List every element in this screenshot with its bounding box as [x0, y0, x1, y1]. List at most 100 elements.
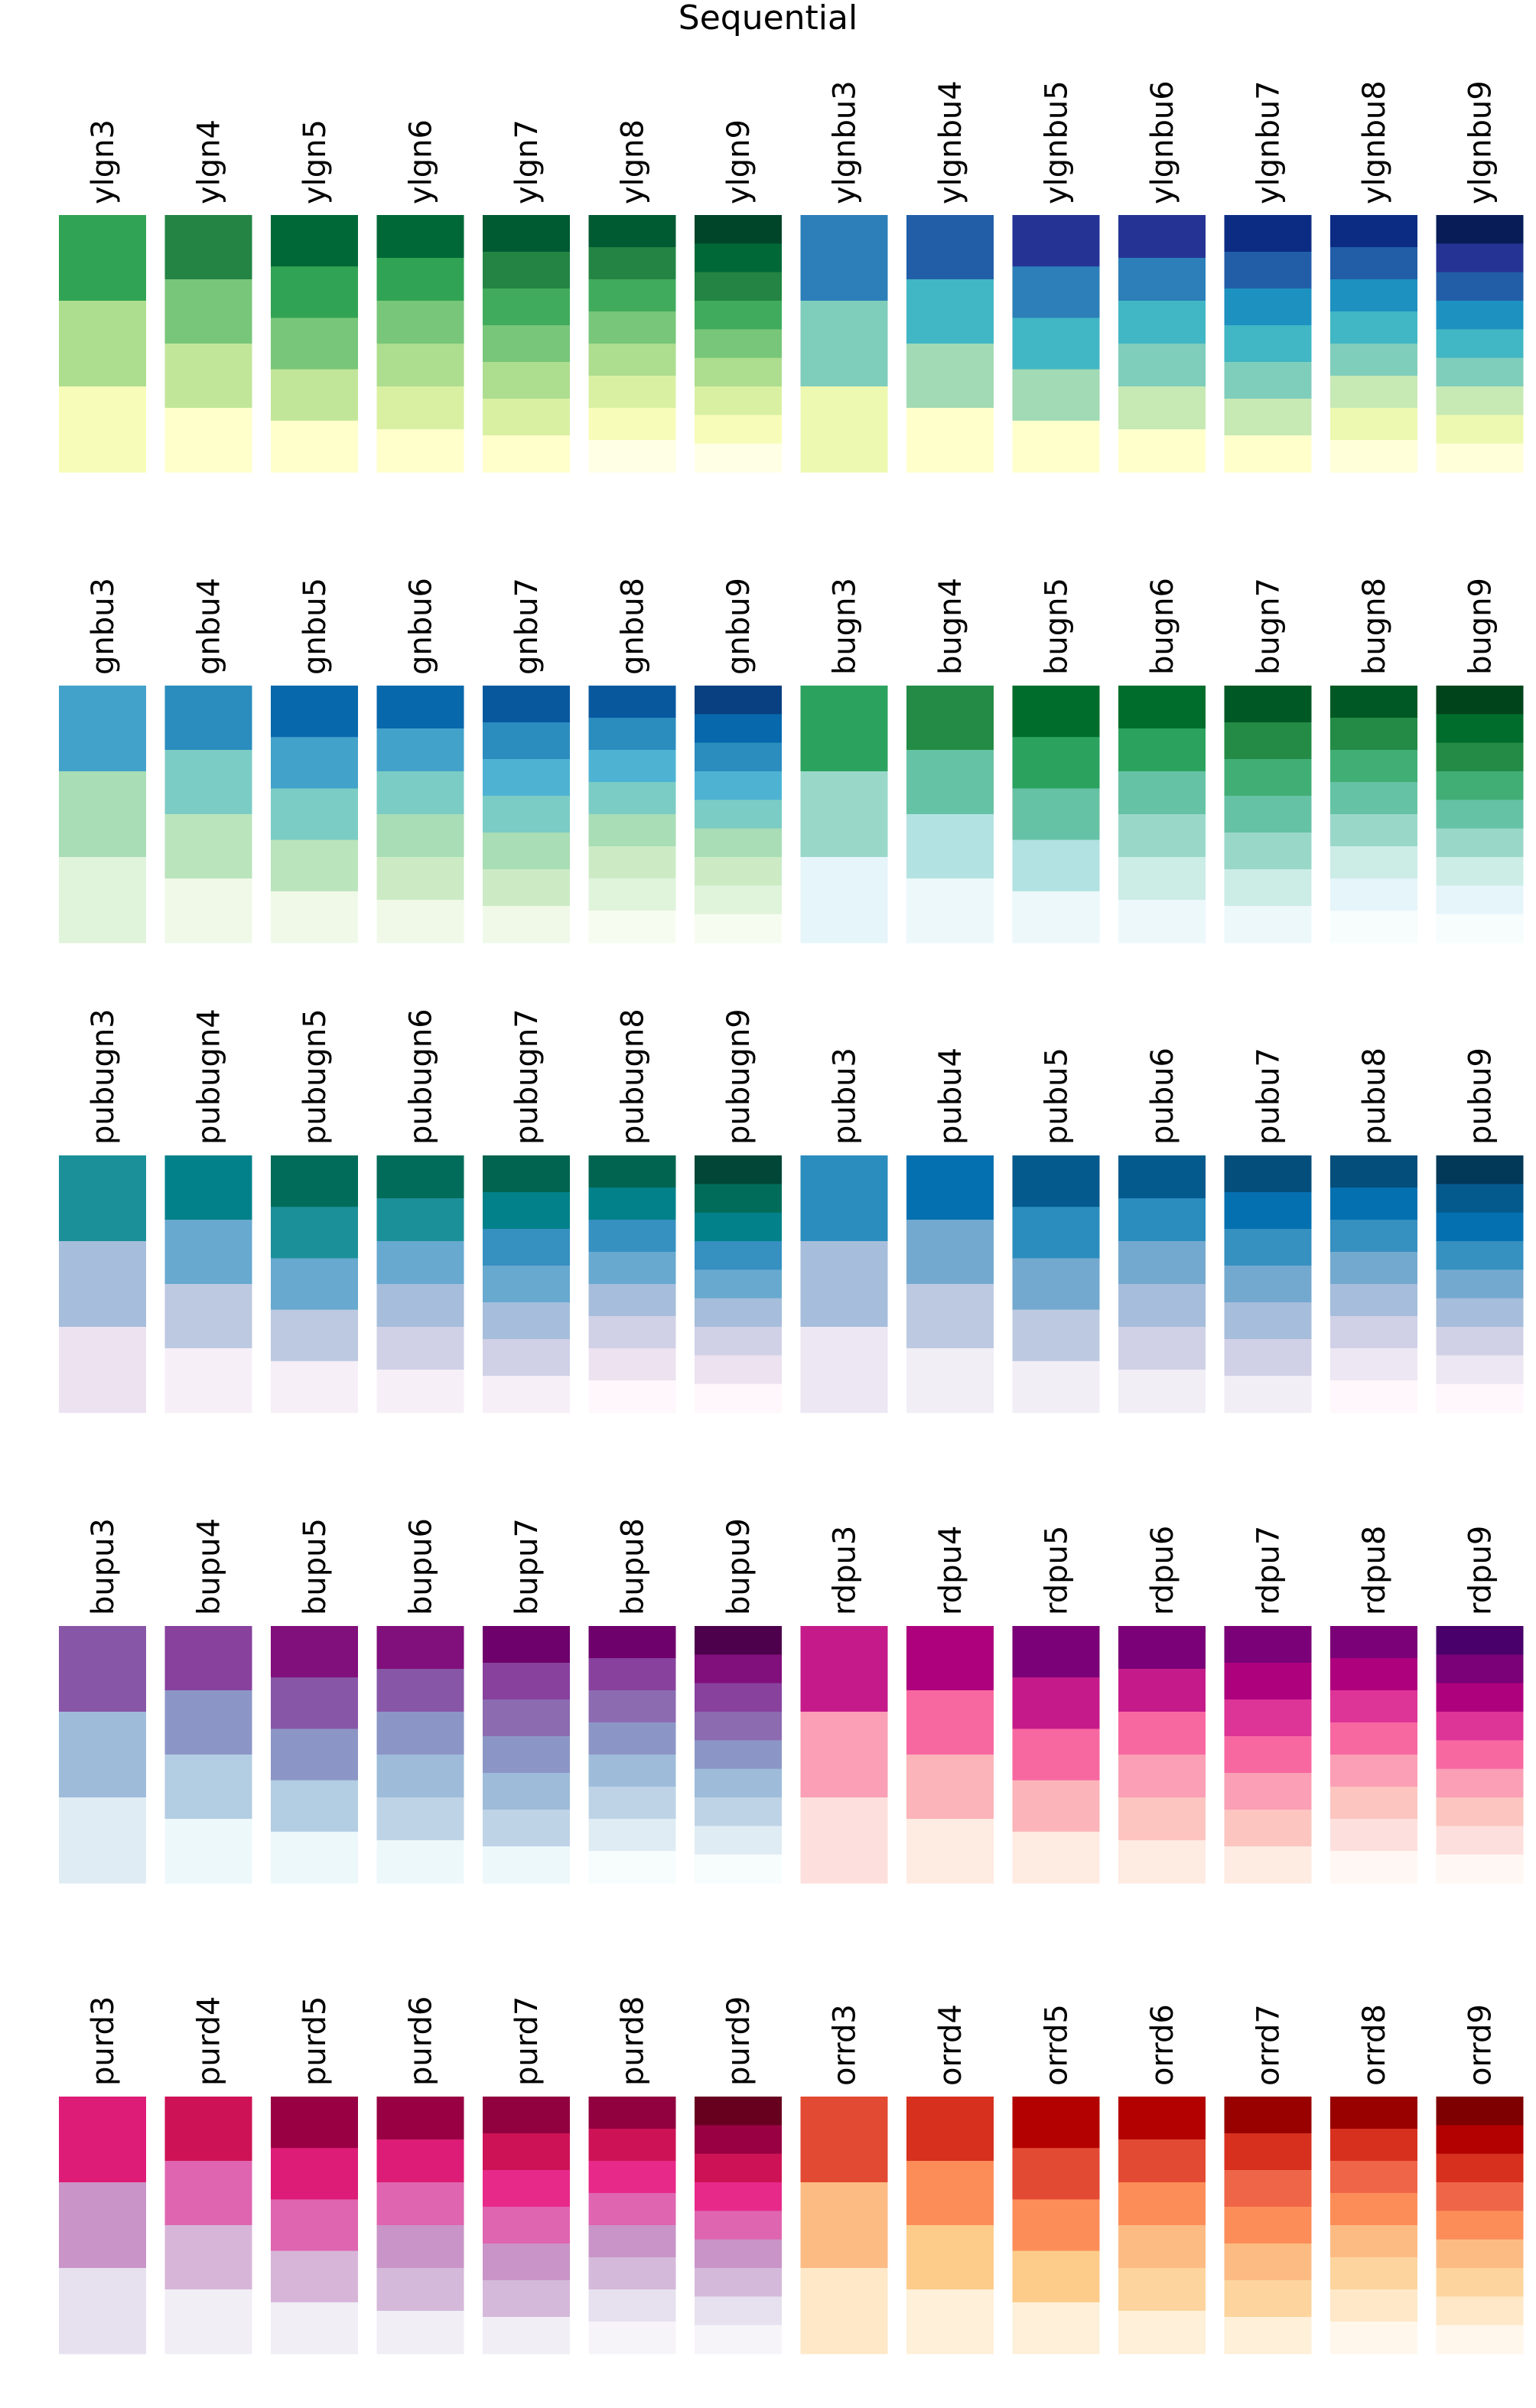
swatch-pubu7-5 — [1224, 1302, 1312, 1340]
swatch-bugn8-8 — [1330, 911, 1417, 943]
swatch-ylgnbu8-2 — [1330, 247, 1417, 280]
swatch-ylgn8-5 — [588, 344, 676, 376]
swatch-orrd7-5 — [1224, 2243, 1312, 2281]
swatch-gnbu4-3 — [164, 814, 252, 879]
swatch-purd7-7 — [483, 2317, 570, 2354]
swatch-orrd9-8 — [1436, 2296, 1524, 2326]
swatch-bupu8-3 — [588, 1690, 676, 1723]
palette-bupu8: bupu8 — [588, 1518, 676, 1884]
swatch-orrd6-2 — [1118, 2139, 1206, 2183]
palette-label: pubugn6 — [404, 1008, 439, 1145]
swatch-bugn5-1 — [1012, 686, 1100, 738]
swatch-bugn9-1 — [1436, 686, 1524, 715]
palette-label: purd4 — [192, 1996, 227, 2086]
palette-label: ylgnbu8 — [1357, 80, 1392, 204]
swatch-pubugn8-6 — [588, 1316, 676, 1349]
palette-label: pubu9 — [1463, 1048, 1499, 1145]
swatch-gnbu6-1 — [376, 686, 464, 729]
swatch-rdpu5-1 — [1012, 1626, 1100, 1678]
swatch-ylgn3-3 — [59, 386, 146, 473]
swatch-bupu8-7 — [588, 1819, 676, 1852]
palette-label: purd6 — [404, 1996, 439, 2086]
swatch-orrd6-4 — [1118, 2225, 1206, 2269]
swatch-bugn8-1 — [1330, 686, 1417, 718]
swatch-pubu7-3 — [1224, 1229, 1312, 1266]
swatch-pubu9-5 — [1436, 1269, 1524, 1299]
swatch-ylgnbu8-7 — [1330, 408, 1417, 441]
swatch-bugn8-3 — [1330, 750, 1417, 783]
swatch-purd4-1 — [164, 2097, 252, 2162]
palette-label: bupu8 — [616, 1518, 651, 1615]
swatch-pubu9-8 — [1436, 1355, 1524, 1385]
swatch-pubugn4-1 — [164, 1155, 252, 1220]
palette-label: purd9 — [721, 1996, 757, 2086]
swatch-pubu6-6 — [1118, 1370, 1206, 1413]
swatch-ylgnbu8-3 — [1330, 279, 1417, 312]
swatch-purd7-4 — [483, 2207, 570, 2244]
swatch-gnbu7-3 — [483, 759, 570, 797]
swatch-ylgnbu7-3 — [1224, 288, 1312, 326]
palette-pubu6: pubu6 — [1118, 1048, 1206, 1413]
swatch-orrd7-3 — [1224, 2170, 1312, 2208]
swatch-pubugn8-7 — [588, 1348, 676, 1381]
swatch-orrd5-5 — [1012, 2302, 1100, 2354]
swatch-orrd6-1 — [1118, 2097, 1206, 2140]
swatch-rdpu6-5 — [1118, 1797, 1206, 1841]
palette-orrd4: orrd4 — [906, 2004, 994, 2354]
swatch-rdpu4-3 — [906, 1755, 994, 1820]
palette-bugn8: bugn8 — [1330, 578, 1417, 943]
palette-label: pubugn5 — [298, 1008, 333, 1145]
swatch-pubugn5-3 — [271, 1258, 358, 1311]
swatch-rdpu9-4 — [1436, 1712, 1524, 1741]
palette-label: gnbu7 — [509, 578, 545, 675]
palette-label: bupu9 — [721, 1518, 757, 1615]
palette-label: ylgn3 — [86, 119, 121, 204]
swatch-pubu5-5 — [1012, 1360, 1100, 1413]
swatch-purd4-4 — [164, 2289, 252, 2354]
swatch-bupu6-5 — [376, 1797, 464, 1841]
palette-bugn9: bugn9 — [1436, 578, 1524, 943]
swatch-purd8-6 — [588, 2257, 676, 2290]
palette-purd6: purd6 — [376, 1996, 464, 2354]
swatch-bupu7-3 — [483, 1699, 570, 1737]
swatch-pubugn3-2 — [59, 1241, 146, 1328]
swatch-purd9-5 — [695, 2211, 782, 2240]
swatch-ylgn6-2 — [376, 258, 464, 301]
palette-label: rdpu6 — [1145, 1526, 1180, 1615]
palette-label: gnbu5 — [298, 578, 333, 675]
swatch-gnbu6-4 — [376, 814, 464, 858]
swatch-pubu9-1 — [1436, 1155, 1524, 1184]
swatch-purd5-2 — [271, 2148, 358, 2200]
swatch-ylgn7-4 — [483, 325, 570, 363]
swatch-bugn7-5 — [1224, 833, 1312, 870]
swatch-bupu6-1 — [376, 1626, 464, 1670]
palette-label: pubu6 — [1145, 1048, 1180, 1145]
swatch-bugn6-2 — [1118, 728, 1206, 772]
swatch-orrd7-6 — [1224, 2280, 1312, 2318]
swatch-ylgnbu7-6 — [1224, 399, 1312, 436]
swatch-bugn9-2 — [1436, 714, 1524, 744]
palette-ylgn7: ylgn7 — [483, 119, 570, 473]
swatch-pubugn6-4 — [376, 1284, 464, 1328]
palette-ylgn4: ylgn4 — [164, 119, 252, 473]
swatch-ylgnbu5-5 — [1012, 420, 1100, 473]
swatch-pubu3-2 — [800, 1241, 888, 1328]
palette-rdpu7: rdpu7 — [1224, 1526, 1312, 1884]
swatch-orrd8-4 — [1330, 2193, 1417, 2226]
swatch-bupu6-2 — [376, 1669, 464, 1712]
swatch-bugn6-1 — [1118, 686, 1206, 729]
swatch-pubu8-5 — [1330, 1284, 1417, 1317]
swatch-gnbu8-5 — [588, 814, 676, 847]
palette-pubugn8: pubugn8 — [588, 1008, 676, 1413]
palette-ylgnbu8: ylgnbu8 — [1330, 80, 1417, 473]
swatch-pubu8-3 — [1330, 1220, 1417, 1253]
swatch-purd8-7 — [588, 2289, 676, 2322]
palette-label: ylgn9 — [721, 119, 757, 204]
palette-ylgn6: ylgn6 — [376, 119, 464, 473]
palette-label: orrd9 — [1463, 2004, 1499, 2086]
swatch-gnbu4-2 — [164, 750, 252, 815]
swatch-orrd3-2 — [800, 2182, 888, 2269]
swatch-pubugn5-4 — [271, 1309, 358, 1362]
swatch-ylgnbu6-5 — [1118, 386, 1206, 430]
palette-ylgnbu9: ylgnbu9 — [1436, 80, 1524, 473]
